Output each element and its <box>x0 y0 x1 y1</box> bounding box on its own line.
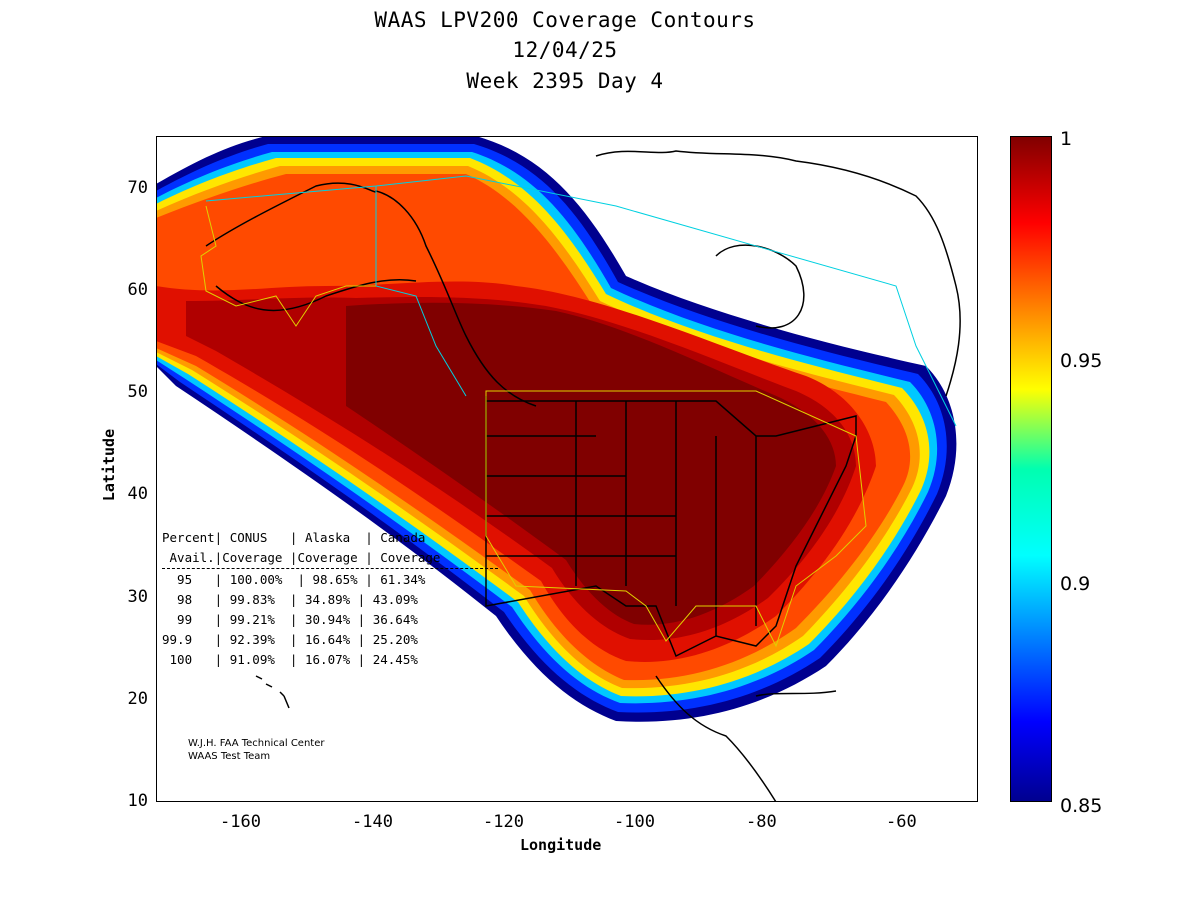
ytick-label: 50 <box>127 382 148 402</box>
chart-date: 12/04/25 <box>512 38 618 62</box>
xtick-label: -100 <box>614 812 655 832</box>
hawaii-islands <box>255 675 290 709</box>
ytick-label: 70 <box>127 178 148 198</box>
xtick-label: -140 <box>352 812 393 832</box>
stats-row: 100 | 91.09% | 16.07% | 24.45% <box>162 652 418 667</box>
stats-divider <box>162 568 498 569</box>
region-boundaries <box>200 175 957 648</box>
ytick-label: 40 <box>127 484 148 504</box>
xtick-label: -80 <box>746 812 777 832</box>
chart-title: WAAS LPV200 Coverage Contours <box>374 8 756 32</box>
boundary-lines <box>205 150 961 802</box>
colorbar-tick-label: 0.85 <box>1060 795 1103 817</box>
colorbar <box>1010 136 1052 802</box>
stats-header-2: Avail.|Coverage |Coverage | Coverage <box>162 550 441 565</box>
credit-line-2: WAAS Test Team <box>188 751 271 762</box>
xtick-label: -160 <box>220 812 261 832</box>
xtick-label: -120 <box>483 812 524 832</box>
x-axis-title: Longitude <box>520 836 602 854</box>
ytick-label: 60 <box>127 280 148 300</box>
stats-row: 99 | 99.21% | 30.94% | 36.64% <box>162 612 418 627</box>
colorbar-tick-label: 0.95 <box>1060 350 1103 372</box>
chart-week-day: Week 2395 Day 4 <box>466 69 664 93</box>
stats-row: 95 | 100.00% | 98.65% | 61.34% <box>162 572 426 587</box>
colorbar-tick-label: 0.9 <box>1060 573 1091 595</box>
ytick-label: 30 <box>127 587 148 607</box>
colorbar-tick-label: 1 <box>1060 128 1073 150</box>
y-axis-title: Latitude <box>100 428 118 502</box>
stats-header-1: Percent| CONUS | Alaska | Canada <box>162 530 426 545</box>
plot-frame <box>156 136 978 802</box>
xtick-label: -60 <box>886 812 917 832</box>
ytick-label: 20 <box>127 689 148 709</box>
ytick-label: 10 <box>127 791 148 811</box>
stats-row: 99.9 | 92.39% | 16.64% | 25.20% <box>162 632 418 647</box>
coverage-map <box>156 136 978 802</box>
stats-row: 98 | 99.83% | 34.89% | 43.09% <box>162 592 418 607</box>
credit-line-1: W.J.H. FAA Technical Center <box>188 738 325 749</box>
